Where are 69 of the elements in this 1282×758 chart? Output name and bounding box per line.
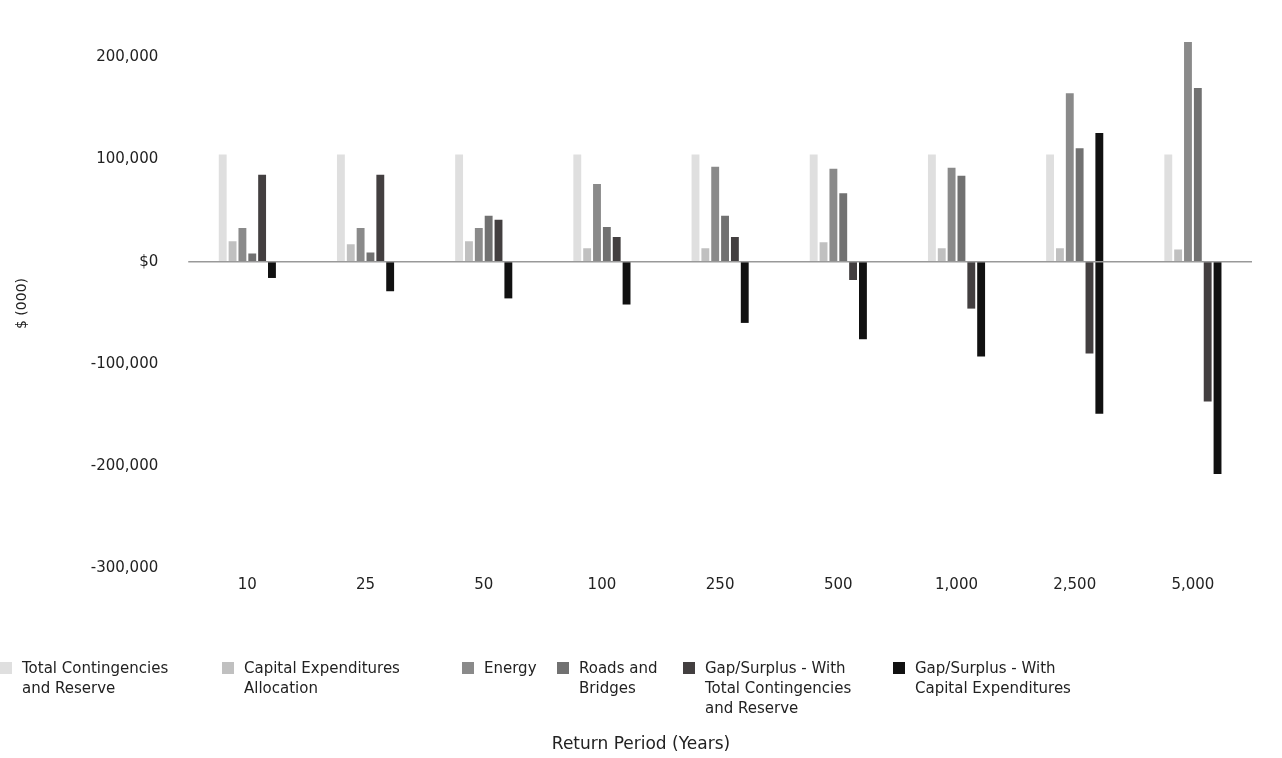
bar bbox=[258, 174, 267, 262]
legend-label: Energy bbox=[484, 658, 537, 678]
bar bbox=[455, 154, 464, 262]
legend-label: Total Contingencies and Reserve bbox=[22, 658, 170, 698]
bar bbox=[386, 261, 395, 292]
bar bbox=[346, 244, 355, 262]
bar bbox=[1075, 148, 1084, 262]
bar bbox=[593, 184, 601, 262]
bar bbox=[829, 168, 838, 262]
bar bbox=[1055, 248, 1064, 262]
y-tick-label: 200,000 bbox=[96, 47, 159, 66]
legend-label: Gap/Surplus - With Total Contingencies and Reserve bbox=[705, 658, 853, 718]
bar bbox=[859, 261, 867, 340]
bar bbox=[1065, 93, 1074, 262]
bar bbox=[947, 167, 956, 262]
bar bbox=[957, 175, 966, 262]
y-tick-label: -100,000 bbox=[90, 353, 159, 372]
x-tick-label: 25 bbox=[355, 574, 376, 593]
bar bbox=[1203, 261, 1212, 402]
bar bbox=[573, 154, 582, 262]
bar bbox=[583, 248, 592, 262]
bar bbox=[238, 227, 247, 262]
bar bbox=[967, 261, 976, 309]
legend-label: Gap/Surplus - With Capital Expenditures bbox=[915, 658, 1072, 698]
bar bbox=[218, 154, 227, 262]
bar bbox=[721, 215, 729, 262]
bar bbox=[849, 261, 858, 281]
bar bbox=[1164, 154, 1173, 262]
bar bbox=[927, 154, 936, 262]
bar bbox=[711, 166, 720, 262]
bar bbox=[356, 227, 365, 262]
bar bbox=[730, 237, 739, 262]
bar bbox=[809, 154, 818, 262]
x-tick-label: 250 bbox=[705, 574, 735, 593]
legend-label: Capital Expenditures Allocation bbox=[244, 658, 401, 698]
x-tick-label: 500 bbox=[824, 574, 853, 593]
bar bbox=[376, 174, 385, 262]
bar bbox=[1095, 132, 1104, 414]
text: Return Period (Years) bbox=[550, 733, 732, 753]
bar bbox=[602, 226, 611, 262]
y-tick-label: -300,000 bbox=[90, 557, 159, 576]
bar bbox=[1174, 249, 1183, 262]
bar bbox=[740, 261, 749, 323]
x-tick-label: 2,500 bbox=[1053, 574, 1097, 593]
bar bbox=[268, 261, 276, 278]
bar bbox=[937, 248, 946, 262]
bar bbox=[1046, 154, 1055, 262]
bar bbox=[336, 154, 345, 262]
y-tick-label: -200,000 bbox=[90, 455, 159, 474]
bar bbox=[474, 227, 483, 262]
y-axis-title: $ (000) bbox=[13, 277, 30, 330]
y-tick-label: $0 bbox=[139, 251, 159, 270]
bar bbox=[701, 248, 710, 262]
bar bbox=[612, 237, 621, 262]
bar bbox=[1184, 42, 1192, 262]
legend-label: Roads and Bridges bbox=[579, 658, 659, 698]
bar bbox=[228, 241, 237, 262]
x-tick-label: 5,000 bbox=[1171, 574, 1215, 593]
x-tick-label: 10 bbox=[237, 574, 257, 593]
bar bbox=[839, 193, 848, 262]
bar bbox=[504, 261, 513, 299]
y-tick-label: 100,000 bbox=[96, 149, 159, 168]
bar bbox=[1193, 88, 1202, 262]
bar bbox=[484, 215, 493, 262]
x-tick-label: 50 bbox=[474, 574, 494, 593]
bar bbox=[465, 241, 473, 262]
x-tick-label: 100 bbox=[587, 574, 617, 593]
x-tick-label: 1,000 bbox=[935, 574, 978, 593]
bar bbox=[977, 261, 986, 357]
